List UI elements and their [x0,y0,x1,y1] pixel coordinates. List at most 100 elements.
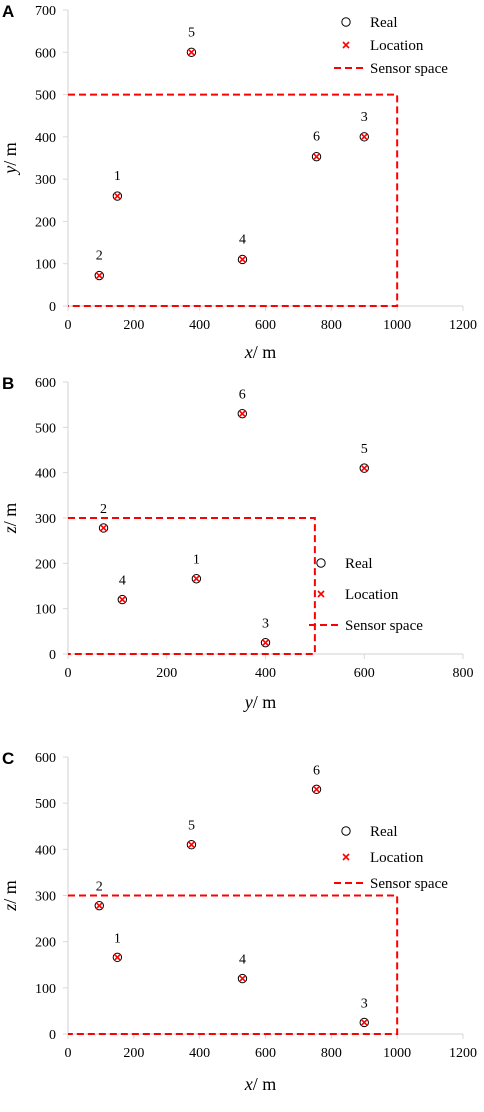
real-point-3 [359,132,369,142]
legend-a: Real Location Sensor space [334,15,448,77]
legend-sensor-label: Sensor space [370,876,448,892]
x-tick-label: 400 [189,318,210,333]
y-tick-label: 400 [35,467,56,482]
legend-real-icon [341,826,351,836]
location-point-2 [95,902,103,910]
real-point-4 [237,254,248,265]
point-label-4: 4 [239,232,246,247]
y-axis-title: z/ m [0,503,20,535]
x-tick-label: 0 [65,1046,72,1061]
y-tick-label: 600 [35,46,56,61]
chart-panel-b: B 0 200 400 600 800 0 100 200 300 400 500 600 y/ m z/ … [0,370,484,740]
point-label-5: 5 [188,25,195,40]
legend-location-label: Location [370,38,424,54]
sensor-space-boundary [68,894,399,1035]
point-label-6: 6 [313,130,320,145]
point-label-3: 3 [361,110,368,125]
real-point-6 [311,152,322,162]
y-tick-label: 200 [35,557,56,572]
legend-b: Real Location Sensor space [309,556,423,634]
x-axis-title: x/ m [244,1074,277,1094]
y-tick-label: 0 [49,300,56,315]
y-tick-label: 400 [35,131,56,146]
y-axis-var: z [0,526,20,534]
legend-sensor-label: Sensor space [370,61,448,77]
real-point-6 [237,409,247,419]
y-tick-label: 300 [35,173,56,188]
x-tick-label: 1000 [383,1046,411,1061]
y-tick-label: 300 [35,890,56,905]
x-tick-label: 1000 [383,318,411,333]
point-label-4: 4 [119,574,126,589]
real-point-1 [191,574,202,584]
real-point-5 [359,463,369,473]
y-tick-label: 200 [35,215,56,230]
y-axis-var: z [0,904,20,912]
y-axis-title: y/ m [0,142,20,176]
x-tick-label: 400 [255,666,276,681]
legend-sensor-label: Sensor space [345,618,423,634]
real-point-5 [186,47,197,57]
location-point-2 [99,524,108,532]
sensor-space-boundary [68,517,316,655]
point-label-1: 1 [114,931,121,946]
legend-location-label: Location [370,850,424,866]
x-tick-label: 0 [65,318,72,333]
point-label-2: 2 [96,249,103,264]
chart-c-svg: C 0 200 400 600 800 1000 1200 0 100 200 300 400 500 60… [0,749,477,1094]
x-axis-unit: / m [253,1074,277,1094]
legend-c: Real Location Sensor space [334,824,448,892]
y-axis-var: y [0,166,20,176]
x-axis-title: y/ m [243,692,277,712]
y-tick-label: 300 [35,512,56,527]
x-tick-label: 200 [123,318,144,333]
point-label-2: 2 [96,880,103,895]
point-label-4: 4 [239,953,246,968]
y-tick-label: 100 [35,603,56,618]
legend-real-icon [316,558,326,568]
x-tick-label: 0 [65,666,72,681]
x-tick-label: 400 [189,1046,210,1061]
real-point-4 [117,594,128,605]
point-label-1: 1 [193,553,200,568]
y-tick-label: 0 [49,1028,56,1043]
y-tick-label: 100 [35,982,56,997]
point-label-5: 5 [361,442,368,457]
location-point-5 [187,48,196,56]
x-tick-label: 200 [156,666,177,681]
y-axis-unit: / m [0,142,20,166]
y-tick-label: 600 [35,751,56,766]
y-tick-label: 500 [35,797,56,812]
y-tick-label: 500 [35,421,56,436]
x-axis-title: x/ m [244,342,277,362]
location-point-3 [360,1018,368,1027]
x-axis-var: y [243,692,253,712]
y-axis-title: z/ m [0,880,20,912]
legend-real-label: Real [370,15,398,31]
location-point-5 [360,464,368,472]
y-axis-unit: / m [0,503,20,527]
point-label-1: 1 [114,169,121,184]
real-point-5 [186,840,197,850]
point-label-2: 2 [100,502,107,517]
real-point-3 [260,637,271,648]
panel-letter-c: C [2,749,14,768]
legend-real-label: Real [370,824,398,840]
location-point-3 [261,639,270,647]
x-tick-label: 800 [321,1046,342,1061]
real-point-2 [98,523,109,533]
location-point-1 [192,575,200,583]
y-tick-label: 700 [35,4,56,19]
legend-real-label: Real [345,556,373,572]
x-tick-label: 600 [255,318,276,333]
location-point-6 [312,785,321,793]
y-tick-label: 600 [35,376,56,391]
legend-location-icon [342,41,350,49]
x-axis-unit: / m [253,342,277,362]
legend-location-icon [342,853,350,861]
real-point-1 [112,952,123,963]
legend-location-label: Location [345,587,399,603]
point-label-5: 5 [188,819,195,834]
point-label-3: 3 [262,617,269,632]
